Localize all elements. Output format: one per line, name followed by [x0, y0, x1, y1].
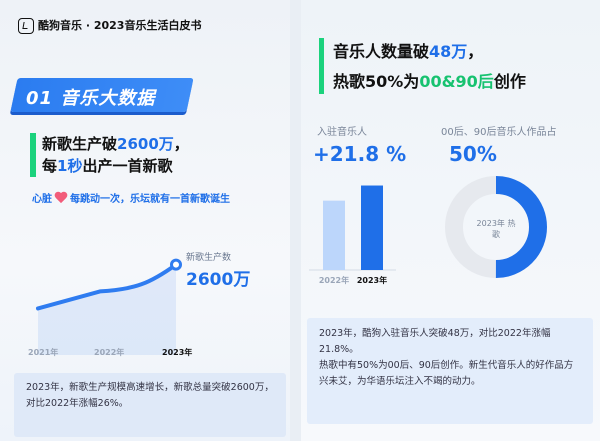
line-series: [36, 262, 178, 311]
right-note-line-2: 热歌中有50%为00后、90后创作。新生代音乐人的好作品方兴未艾，为华语乐坛注入…: [319, 360, 574, 387]
x-tick-label: 2023年: [162, 348, 193, 357]
right-headline-line-1: 音乐人数量破48万，: [333, 42, 484, 61]
brand-title: 酷狗音乐 · 2023音乐生活白皮书: [38, 19, 202, 32]
musicians-bar-chart: 2022年 2023年: [309, 185, 396, 285]
bar: [323, 200, 345, 270]
new-songs-line-chart: [36, 258, 182, 355]
headline-line-2: 每1秒出产一首新歌: [42, 157, 173, 175]
right-note: 2023年，酷狗入驻音乐人突破48万，对比2022年涨幅21.8%。 热歌中有5…: [307, 318, 593, 424]
headline-accent-bar: [30, 133, 36, 177]
donut-slice: [445, 176, 547, 278]
right-headline-line-2: 热歌50%为00&90后创作: [333, 72, 526, 91]
bar-chart-value: +21.8 %: [313, 142, 407, 166]
headline-line-1: 新歌生产破2600万，: [42, 135, 189, 153]
x-tick-label: 2022年: [94, 348, 125, 357]
bar-chart-label: 入驻音乐人: [317, 127, 367, 138]
bar: [361, 185, 383, 270]
left-note: 2023年，新歌生产规模高速增长，新歌总量突破2600万，对比2022年涨幅26…: [14, 373, 286, 437]
x-tick-label: 2022年: [319, 275, 349, 285]
point-value: 2600万: [186, 270, 251, 290]
works-donut-chart: [445, 176, 547, 278]
x-tick-label: 2023年: [357, 275, 387, 285]
donut-chart-value: 50%: [449, 142, 497, 166]
section-tag: 01 音乐大数据: [26, 88, 156, 109]
heart-icon: [54, 192, 68, 203]
donut-center-label: 2023年 热歌: [476, 219, 516, 239]
x-tick-label: 2021年: [28, 348, 59, 357]
left-panel: 酷狗音乐 · 2023音乐生活白皮书 01 音乐大数据 新歌生产破2600万， …: [0, 0, 290, 441]
donut-chart-label: 00后、90后音乐人作品占: [441, 127, 557, 138]
right-panel: 音乐人数量破48万， 热歌50%为00&90后创作 入驻音乐人 +21.8 % …: [301, 0, 600, 441]
point-label: 新歌生产数: [186, 253, 232, 263]
line-area: [38, 264, 176, 355]
kugou-logo-icon: [18, 18, 34, 34]
line-endpoint: [170, 258, 182, 271]
subheadline: 心脏 每跳动一次，乐坛就有一首新歌诞生: [32, 192, 230, 205]
right-note-line-1: 2023年，酷狗入驻音乐人突破48万，对比2022年涨幅21.8%。: [319, 328, 551, 355]
headline-accent-bar: [319, 38, 324, 94]
